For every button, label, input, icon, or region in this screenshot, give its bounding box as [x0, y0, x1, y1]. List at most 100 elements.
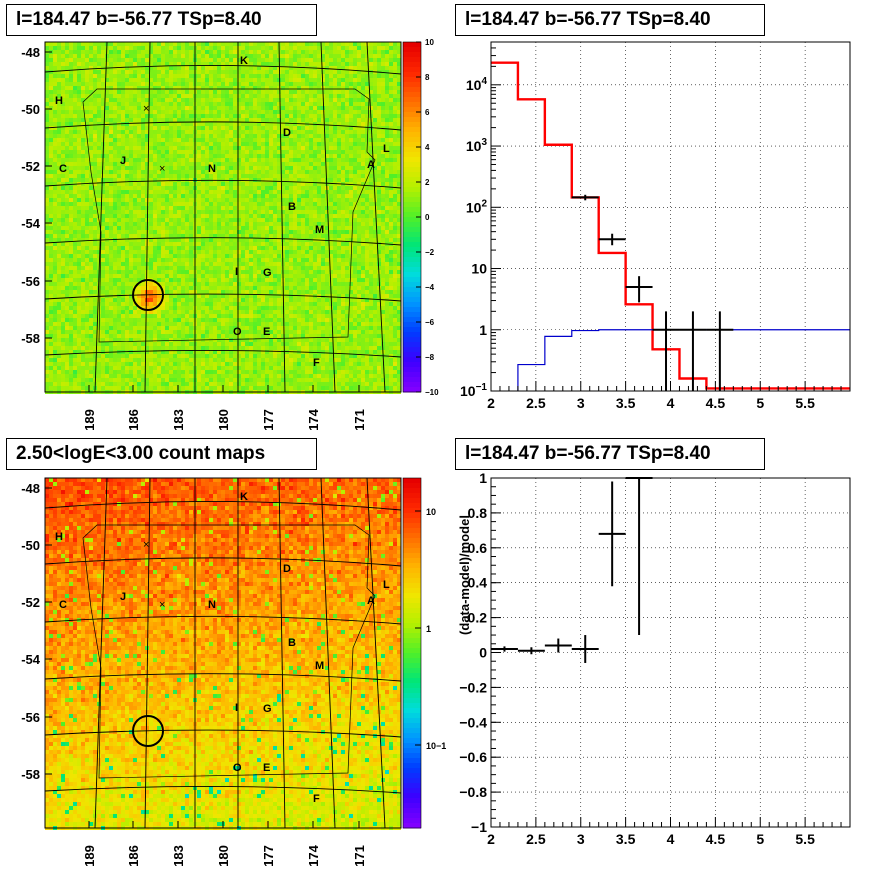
tl-colorbar-label: −2 — [425, 248, 435, 257]
spectrum-ytick-exp: −1 — [476, 382, 488, 393]
bl-title: 2.50<logE<3.00 count maps — [6, 438, 317, 470]
model-total-line — [491, 61, 850, 390]
bl-parallel — [44, 786, 402, 794]
tl-colorbar-label: −4 — [425, 283, 435, 292]
tl-source-label: C — [59, 163, 67, 175]
bl-source-label: H — [55, 531, 63, 543]
bl-meridian — [144, 477, 151, 829]
residual-xtick-label: 4 — [667, 831, 675, 847]
bl-xtick-label: 189 — [82, 845, 97, 867]
tl-colorbar-label: −8 — [425, 353, 435, 362]
residual-ytick-label: 1 — [479, 470, 487, 486]
spectrum-xtick-label: 4 — [667, 395, 675, 411]
spectrum-ytick-label: 102 — [466, 198, 488, 215]
tl-xtick-label: 189 — [82, 409, 97, 431]
bl-marker: × — [159, 599, 165, 611]
bl-xtick-label: 174 — [306, 844, 321, 866]
bl-meridian — [94, 477, 108, 829]
tl-source-label: D — [283, 127, 291, 139]
bl-source-label: J — [120, 591, 126, 603]
residual-xtick-label: 5.5 — [795, 831, 815, 847]
bl-ytick-label: -54 — [21, 652, 41, 667]
spectrum-xtick-label: 2 — [487, 395, 495, 411]
tl-marker: × — [159, 163, 165, 175]
bl-source-label: D — [283, 563, 291, 575]
tl-xtick-label: 183 — [171, 409, 186, 431]
tl-colorbar-label: 2 — [425, 178, 430, 187]
tl-source-label: E — [263, 326, 270, 338]
bl-source-label: B — [288, 637, 296, 649]
spectrum-xtick-label: 5 — [756, 395, 764, 411]
spectrum-xtick-label: 5.5 — [795, 395, 815, 411]
tl-meridian — [320, 41, 336, 393]
tl-colorbar — [403, 42, 421, 393]
residual-xtick-label: 4.5 — [706, 831, 726, 847]
bl-source-label: N — [208, 599, 216, 611]
tl-source-label: O — [233, 326, 242, 338]
residual-ytick-label: 0.4 — [468, 575, 488, 591]
spectrum-plot: 2 2.5 3 3.5 4 4.5 5 5.5 10−1 1 10 102 103 104 — [460, 41, 851, 411]
residual-ytick-label: −0.4 — [459, 714, 487, 730]
tl-meridian — [278, 41, 286, 393]
bl-region-outline — [82, 524, 376, 779]
bl-ytick-label: -58 — [21, 767, 40, 782]
tl-title: l=184.47 b=-56.77 TSp=8.40 — [6, 4, 317, 36]
residual-ytick-label: 0.8 — [468, 505, 488, 521]
bl-ytick-label: -48 — [21, 481, 40, 496]
bl-parallel — [44, 615, 402, 625]
bl-xtick-label: 183 — [171, 845, 186, 867]
tl-meridian — [94, 41, 108, 393]
residual-xtick-label: 2.5 — [526, 831, 546, 847]
tl-source-label: K — [240, 55, 248, 67]
spectrum-ytick-exp: 4 — [481, 76, 487, 87]
spectrum-ytick-exp: 2 — [481, 198, 487, 209]
bl-xtick-label: 180 — [216, 845, 231, 867]
bl-source-label: F — [313, 793, 320, 805]
bl-colorbar-frame — [402, 477, 422, 829]
bl-source-label: K — [240, 491, 248, 503]
residual-ytick-label: −0.6 — [459, 749, 487, 765]
bl-ytick-label: -56 — [21, 710, 40, 725]
tl-xtick-label: 180 — [216, 409, 231, 431]
bl-xtick-label: 186 — [126, 845, 141, 867]
tl-xtick-label: 174 — [306, 408, 321, 430]
spectrum-xtick-label: 3 — [577, 395, 585, 411]
tl-source-label: M — [315, 224, 324, 236]
bl-graticule — [44, 477, 402, 829]
residual-ylabel: (data-model)/model — [457, 515, 472, 635]
residual-grid — [490, 477, 850, 828]
spectrum-ytick-label: 10−1 — [460, 382, 487, 399]
tl-ytick-label: -56 — [21, 274, 40, 289]
tl-ytick-label: -58 — [21, 331, 40, 346]
br-title: l=184.47 b=-56.77 TSp=8.40 — [455, 438, 765, 470]
bl-ytick-label: -50 — [21, 538, 40, 553]
bl-colorbar-label: 10−1 — [426, 741, 446, 751]
tl-colorbar-label: 10 — [425, 38, 434, 47]
residual-ytick-label: 0.2 — [468, 610, 488, 626]
bl-map: K H D L C J N A B M I G O E F × × -48 -50 -52 -54 -56 -58 189 18… — [21, 477, 446, 867]
residual-ytick-label: −1 — [471, 819, 487, 835]
bl-source-label: C — [59, 599, 67, 611]
tl-parallel — [44, 293, 402, 302]
tl-source-circle — [132, 279, 164, 311]
tl-meridian — [366, 41, 386, 393]
tl-source-label: I — [235, 266, 238, 278]
tl-map: K H D L C J N A B M I G O E F × × -48 -50 -52 -54 -56 -58 189 18… — [21, 38, 439, 431]
spectrum-xtick-label: 4.5 — [706, 395, 726, 411]
residual-plot: 2 2.5 3 3.5 4 4.5 5 5.5 1 0.8 0.6 0.4 0.2 0 −0.2 −0.4 −0… — [457, 470, 851, 847]
tl-xtick-label: 171 — [352, 409, 367, 431]
tl-source-label: N — [208, 163, 216, 175]
tl-source-label: A — [367, 159, 375, 171]
spectrum-ytick-label: 1 — [479, 322, 487, 338]
spectrum-xtick-label: 3.5 — [616, 395, 636, 411]
bl-source-label: L — [383, 579, 390, 591]
tl-region-outline — [82, 88, 376, 343]
spectrum-ytick-label: 104 — [466, 76, 488, 93]
tl-ytick-label: -48 — [21, 45, 40, 60]
bl-source-circle — [132, 715, 164, 747]
bl-xtick-label: 171 — [352, 845, 367, 867]
tl-ytick-label: -50 — [21, 102, 40, 117]
bl-source-label: I — [235, 702, 238, 714]
spectrum-ytick-label: 10 — [471, 261, 487, 277]
tl-colorbar-label: −10 — [425, 388, 439, 397]
